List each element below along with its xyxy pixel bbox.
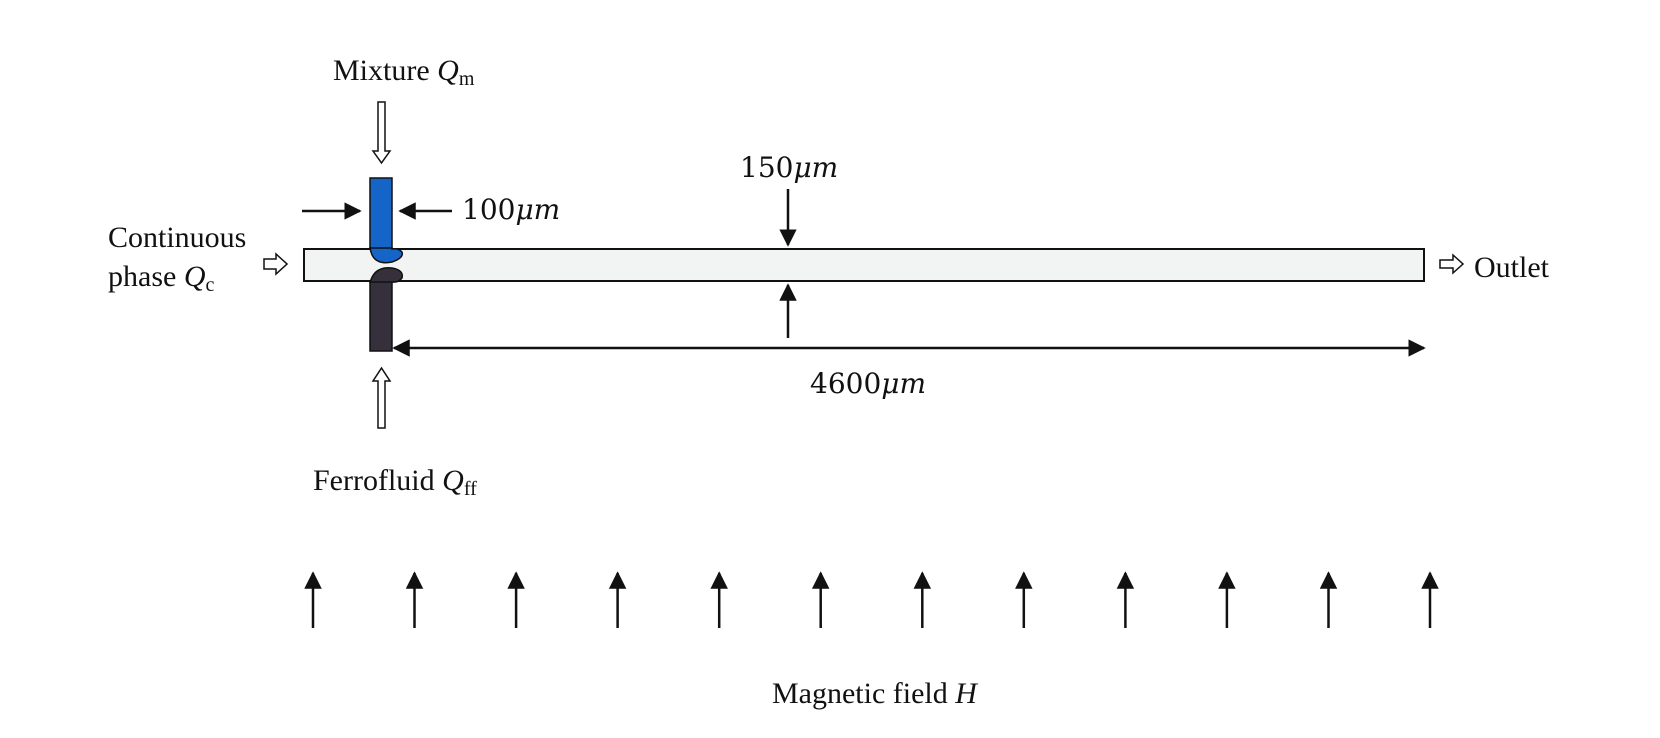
ferrofluid-inlet-channel	[369, 280, 393, 352]
continuous-flow-arrow	[263, 252, 289, 276]
mixture-droplet	[369, 246, 404, 264]
magnetic-field-label: Magnetic field H	[772, 677, 979, 710]
outlet-label: Outlet	[1474, 251, 1550, 284]
ferrofluid-flow-arrow	[371, 366, 392, 429]
channel-length-label: 4600μm	[810, 367, 926, 400]
mixture-inlet-channel	[369, 177, 393, 250]
continuous-phase-label-line1: Continuous	[108, 221, 246, 254]
ferrofluid-label: Ferrofluid Qff	[313, 464, 477, 500]
ferrofluid-droplet	[369, 267, 404, 284]
mixture-flow-arrow	[371, 101, 392, 165]
outlet-flow-arrow	[1439, 253, 1465, 275]
main-channel	[303, 248, 1425, 282]
inlet-width-label: 100μm	[462, 193, 560, 226]
mixture-label: Mixture Qm	[333, 54, 475, 90]
channel-height-label: 150μm	[740, 151, 838, 184]
magnetic-field-arrows	[304, 571, 1439, 628]
continuous-phase-label-line2: phase Qc	[108, 260, 214, 296]
